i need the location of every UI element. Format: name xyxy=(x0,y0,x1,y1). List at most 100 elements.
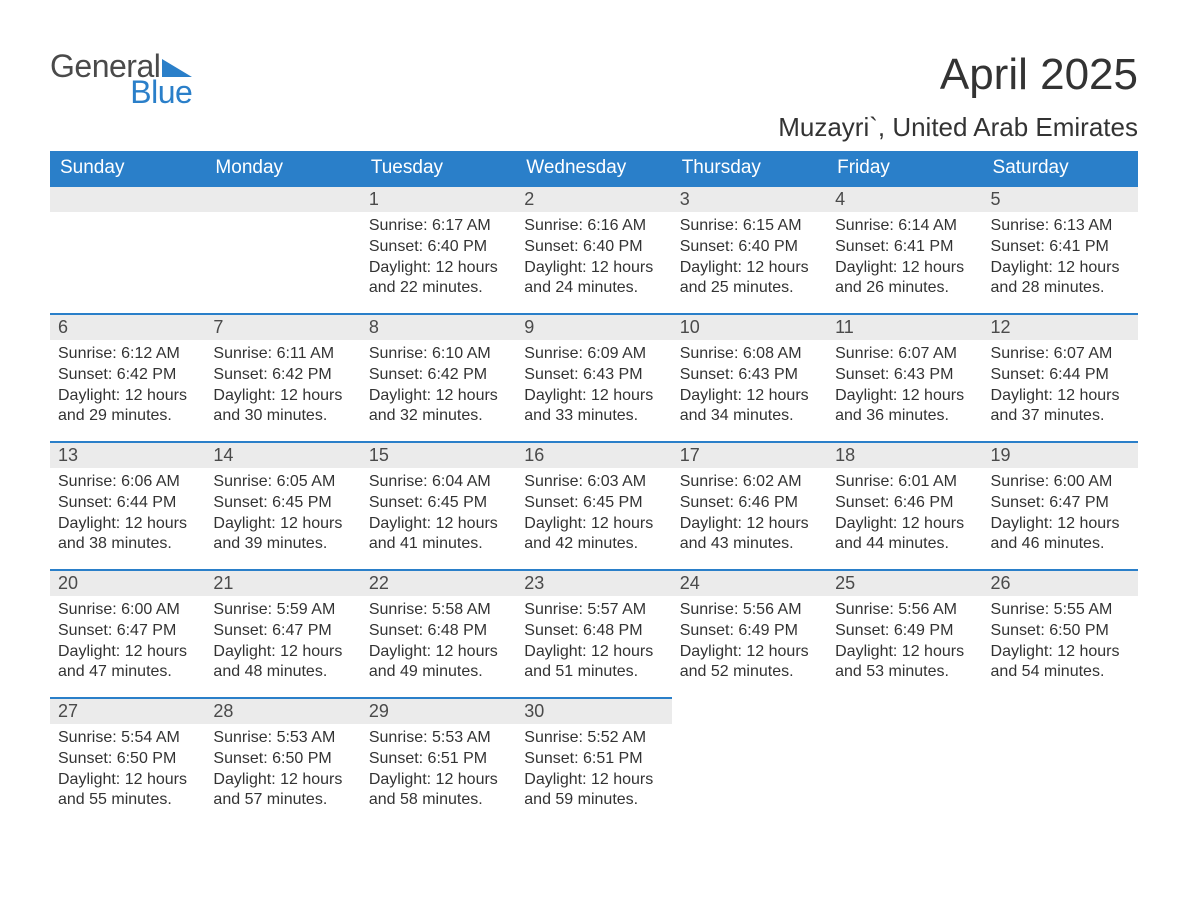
calendar-day-cell xyxy=(672,697,827,825)
day-d2: and 39 minutes. xyxy=(213,534,352,555)
day-d1: Daylight: 12 hours xyxy=(835,258,974,279)
day-sr: Sunrise: 6:08 AM xyxy=(680,344,819,365)
day-sr: Sunrise: 6:12 AM xyxy=(58,344,197,365)
day-details: Sunrise: 5:57 AMSunset: 6:48 PMDaylight:… xyxy=(516,596,671,689)
day-sr: Sunrise: 6:17 AM xyxy=(369,216,508,237)
calendar-day-cell: 16Sunrise: 6:03 AMSunset: 6:45 PMDayligh… xyxy=(516,441,671,569)
day-number: 29 xyxy=(361,697,516,724)
day-ss: Sunset: 6:43 PM xyxy=(835,365,974,386)
day-sr: Sunrise: 5:58 AM xyxy=(369,600,508,621)
day-d2: and 33 minutes. xyxy=(524,406,663,427)
day-number: 15 xyxy=(361,441,516,468)
day-d1: Daylight: 12 hours xyxy=(369,514,508,535)
day-details: Sunrise: 6:15 AMSunset: 6:40 PMDaylight:… xyxy=(672,212,827,305)
day-ss: Sunset: 6:44 PM xyxy=(991,365,1130,386)
day-d1: Daylight: 12 hours xyxy=(369,770,508,791)
day-header: Sunday xyxy=(50,151,205,185)
day-d2: and 57 minutes. xyxy=(213,790,352,811)
day-d1: Daylight: 12 hours xyxy=(58,642,197,663)
calendar-table: SundayMondayTuesdayWednesdayThursdayFrid… xyxy=(50,151,1138,825)
day-ss: Sunset: 6:47 PM xyxy=(213,621,352,642)
day-number: 2 xyxy=(516,185,671,212)
day-d2: and 36 minutes. xyxy=(835,406,974,427)
day-number: 28 xyxy=(205,697,360,724)
calendar-day-cell: 11Sunrise: 6:07 AMSunset: 6:43 PMDayligh… xyxy=(827,313,982,441)
day-d2: and 51 minutes. xyxy=(524,662,663,683)
day-sr: Sunrise: 6:00 AM xyxy=(58,600,197,621)
day-d2: and 37 minutes. xyxy=(991,406,1130,427)
day-d2: and 44 minutes. xyxy=(835,534,974,555)
calendar-day-cell: 7Sunrise: 6:11 AMSunset: 6:42 PMDaylight… xyxy=(205,313,360,441)
title-block: April 2025 Muzayri`, United Arab Emirate… xyxy=(778,50,1138,143)
day-ss: Sunset: 6:41 PM xyxy=(835,237,974,258)
day-d2: and 52 minutes. xyxy=(680,662,819,683)
day-d1: Daylight: 12 hours xyxy=(835,514,974,535)
day-d2: and 34 minutes. xyxy=(680,406,819,427)
day-d1: Daylight: 12 hours xyxy=(213,514,352,535)
day-d1: Daylight: 12 hours xyxy=(213,642,352,663)
day-d1: Daylight: 12 hours xyxy=(524,258,663,279)
day-details: Sunrise: 6:17 AMSunset: 6:40 PMDaylight:… xyxy=(361,212,516,305)
day-header: Thursday xyxy=(672,151,827,185)
day-d1: Daylight: 12 hours xyxy=(58,386,197,407)
day-number: 24 xyxy=(672,569,827,596)
day-details: Sunrise: 5:53 AMSunset: 6:51 PMDaylight:… xyxy=(361,724,516,817)
day-details: Sunrise: 6:12 AMSunset: 6:42 PMDaylight:… xyxy=(50,340,205,433)
calendar-day-cell: 27Sunrise: 5:54 AMSunset: 6:50 PMDayligh… xyxy=(50,697,205,825)
day-number: 5 xyxy=(983,185,1138,212)
calendar-day-cell: 19Sunrise: 6:00 AMSunset: 6:47 PMDayligh… xyxy=(983,441,1138,569)
day-d1: Daylight: 12 hours xyxy=(680,258,819,279)
calendar-day-cell: 2Sunrise: 6:16 AMSunset: 6:40 PMDaylight… xyxy=(516,185,671,313)
day-d2: and 48 minutes. xyxy=(213,662,352,683)
day-ss: Sunset: 6:40 PM xyxy=(524,237,663,258)
day-details: Sunrise: 6:05 AMSunset: 6:45 PMDaylight:… xyxy=(205,468,360,561)
day-ss: Sunset: 6:46 PM xyxy=(835,493,974,514)
day-number: 16 xyxy=(516,441,671,468)
day-d1: Daylight: 12 hours xyxy=(213,386,352,407)
calendar-header-row: SundayMondayTuesdayWednesdayThursdayFrid… xyxy=(50,151,1138,185)
day-d2: and 53 minutes. xyxy=(835,662,974,683)
day-details: Sunrise: 5:54 AMSunset: 6:50 PMDaylight:… xyxy=(50,724,205,817)
day-sr: Sunrise: 5:55 AM xyxy=(991,600,1130,621)
day-number: 30 xyxy=(516,697,671,724)
day-d1: Daylight: 12 hours xyxy=(835,642,974,663)
day-number-empty xyxy=(50,185,205,212)
day-details: Sunrise: 6:00 AMSunset: 6:47 PMDaylight:… xyxy=(983,468,1138,561)
calendar-week-row: 27Sunrise: 5:54 AMSunset: 6:50 PMDayligh… xyxy=(50,697,1138,825)
day-d1: Daylight: 12 hours xyxy=(991,642,1130,663)
day-ss: Sunset: 6:51 PM xyxy=(369,749,508,770)
day-details: Sunrise: 6:03 AMSunset: 6:45 PMDaylight:… xyxy=(516,468,671,561)
day-sr: Sunrise: 6:11 AM xyxy=(213,344,352,365)
day-ss: Sunset: 6:48 PM xyxy=(369,621,508,642)
calendar-day-cell: 30Sunrise: 5:52 AMSunset: 6:51 PMDayligh… xyxy=(516,697,671,825)
month-title: April 2025 xyxy=(778,50,1138,100)
day-d1: Daylight: 12 hours xyxy=(524,514,663,535)
day-d2: and 59 minutes. xyxy=(524,790,663,811)
calendar-day-cell: 24Sunrise: 5:56 AMSunset: 6:49 PMDayligh… xyxy=(672,569,827,697)
day-sr: Sunrise: 5:57 AM xyxy=(524,600,663,621)
calendar-day-cell: 18Sunrise: 6:01 AMSunset: 6:46 PMDayligh… xyxy=(827,441,982,569)
day-d2: and 26 minutes. xyxy=(835,278,974,299)
calendar-day-cell: 10Sunrise: 6:08 AMSunset: 6:43 PMDayligh… xyxy=(672,313,827,441)
day-d2: and 25 minutes. xyxy=(680,278,819,299)
day-d1: Daylight: 12 hours xyxy=(991,258,1130,279)
day-sr: Sunrise: 6:14 AM xyxy=(835,216,974,237)
calendar-day-cell: 13Sunrise: 6:06 AMSunset: 6:44 PMDayligh… xyxy=(50,441,205,569)
day-number: 12 xyxy=(983,313,1138,340)
calendar-day-cell: 4Sunrise: 6:14 AMSunset: 6:41 PMDaylight… xyxy=(827,185,982,313)
day-details: Sunrise: 6:01 AMSunset: 6:46 PMDaylight:… xyxy=(827,468,982,561)
day-d2: and 58 minutes. xyxy=(369,790,508,811)
day-sr: Sunrise: 5:53 AM xyxy=(369,728,508,749)
day-sr: Sunrise: 6:13 AM xyxy=(991,216,1130,237)
day-details: Sunrise: 6:11 AMSunset: 6:42 PMDaylight:… xyxy=(205,340,360,433)
day-ss: Sunset: 6:40 PM xyxy=(680,237,819,258)
day-ss: Sunset: 6:45 PM xyxy=(524,493,663,514)
calendar-day-cell: 6Sunrise: 6:12 AMSunset: 6:42 PMDaylight… xyxy=(50,313,205,441)
day-details: Sunrise: 6:07 AMSunset: 6:44 PMDaylight:… xyxy=(983,340,1138,433)
day-d1: Daylight: 12 hours xyxy=(369,258,508,279)
day-details: Sunrise: 6:06 AMSunset: 6:44 PMDaylight:… xyxy=(50,468,205,561)
day-number: 27 xyxy=(50,697,205,724)
day-details: Sunrise: 6:08 AMSunset: 6:43 PMDaylight:… xyxy=(672,340,827,433)
day-header: Wednesday xyxy=(516,151,671,185)
day-number: 8 xyxy=(361,313,516,340)
